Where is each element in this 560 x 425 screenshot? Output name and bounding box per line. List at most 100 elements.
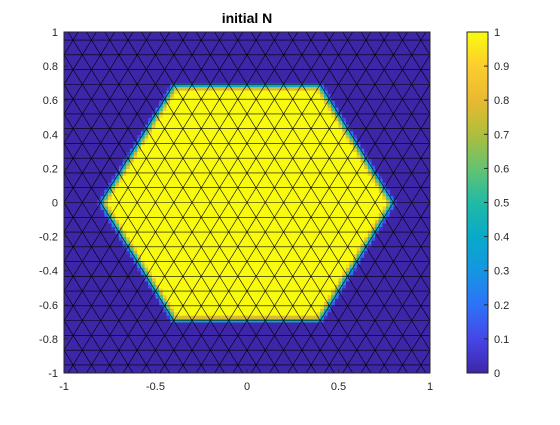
field-cell [184,260,190,265]
field-cell [272,202,277,207]
field-cell [144,294,149,299]
field-cell [217,236,222,241]
field-cell [426,263,430,268]
field-cell [331,291,336,296]
field-cell [199,222,204,227]
field-cell [349,304,354,309]
field-cell [268,325,274,330]
field-cell [228,246,233,251]
field-cell [378,246,384,251]
field-cell [334,301,340,306]
field-cell [107,349,113,354]
field-cell [221,257,226,262]
field-cell [151,216,157,221]
field-cell [100,349,105,354]
field-cell [309,345,314,350]
field-cell [137,359,142,364]
field-cell [151,284,157,289]
field-cell [133,250,138,255]
field-cell [426,243,430,248]
field-cell [155,335,160,340]
field-cell [173,369,179,373]
field-cell [236,250,241,255]
field-cell [71,342,76,347]
field-cell [151,222,157,227]
field-cell [408,209,413,214]
field-cell [265,212,270,217]
field-cell [287,328,292,333]
field-cell [148,335,153,340]
field-cell [111,352,116,357]
field-cell [279,246,285,251]
field-cell [305,253,310,258]
field-cell [181,260,186,265]
field-cell [64,250,69,255]
field-cell [261,260,266,265]
field-cell [78,359,83,364]
field-cell [349,284,354,289]
field-cell [312,270,318,275]
field-cell [367,216,373,221]
field-cell [206,267,211,272]
field-cell [389,321,394,326]
field-cell [203,284,208,289]
field-cell [133,216,138,221]
field-cell [386,212,391,217]
field-cell [305,308,310,313]
field-cell [148,352,153,357]
field-cell [360,205,365,210]
field-cell [283,212,288,217]
field-cell [257,345,263,350]
field-cell [166,332,171,337]
field-cell [268,270,274,275]
field-cell [320,277,325,282]
field-cell [199,325,204,330]
field-cell [320,216,325,221]
field-cell [316,212,321,217]
field-cell [309,222,314,227]
field-cell [126,321,131,326]
field-cell [85,246,91,251]
field-cell [89,338,94,343]
field-cell [287,226,292,231]
field-cell [166,355,171,360]
field-cell [192,297,197,302]
field-cell [78,253,83,258]
field-cell [331,355,336,360]
field-cell [107,260,113,265]
field-cell [148,240,153,245]
field-cell [309,311,314,316]
field-cell [82,253,87,258]
field-cell [100,209,105,214]
field-cell [170,267,175,272]
field-cell [96,209,102,214]
field-cell [133,342,138,347]
field-cell [345,257,351,262]
field-cell [254,202,259,207]
field-cell [254,338,259,343]
field-cell [320,355,325,360]
field-cell [345,308,351,313]
field-cell [367,338,373,343]
field-cell [148,345,153,350]
field-cell [419,246,424,251]
field-cell [331,246,336,251]
field-cell [111,267,116,272]
field-cell [107,253,113,258]
field-cell [78,325,83,330]
field-cell [279,332,285,337]
field-cell [338,325,343,330]
field-cell [283,246,288,251]
field-cell [173,335,179,340]
field-cell [338,250,343,255]
field-cell [353,205,358,210]
field-cell [195,260,201,265]
field-cell [250,267,255,272]
field-cell [228,311,233,316]
field-cell [137,304,142,309]
field-cell [122,253,127,258]
field-cell [309,240,314,245]
field-cell [67,257,72,262]
field-cell [247,297,252,302]
field-cell [342,352,347,357]
